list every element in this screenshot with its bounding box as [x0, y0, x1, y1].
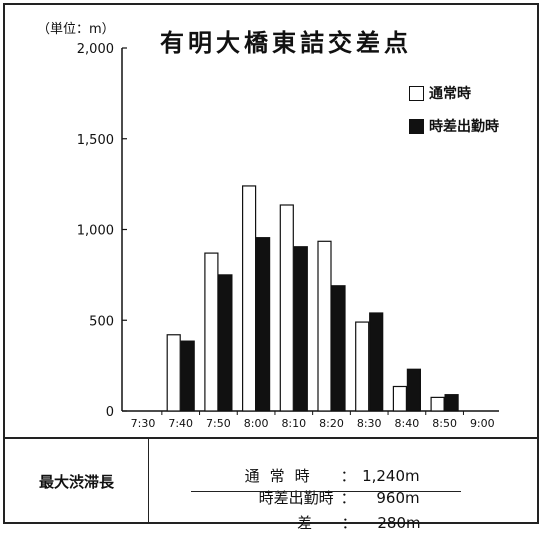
summary-row-difference: 差 ： 280m [243, 494, 421, 551]
summary-row-sep: ： [340, 489, 356, 507]
summary-row-staggered: 時差出勤時 ： 960m [230, 469, 420, 526]
x-tick-label: 8:50 [432, 417, 457, 430]
y-tick-label: 1,000 [77, 224, 114, 239]
x-tick-label: 8:00 [244, 417, 269, 430]
x-tick-label: 8:20 [319, 417, 344, 430]
chart-title: 有明大橋東詰交差点 [160, 29, 412, 57]
bar-staggered [406, 368, 421, 412]
bar-normal [204, 252, 219, 412]
bar-normal [279, 204, 294, 412]
summary-row-value: 960m [376, 489, 420, 507]
x-tick-label: 8:40 [395, 417, 420, 430]
bar-normal [392, 385, 407, 412]
bar-staggered [444, 394, 459, 412]
legend-label-staggered: 時差出勤時 [429, 119, 499, 135]
legend-item-normal: 通常時 [409, 83, 471, 103]
legend-swatch-normal [409, 85, 424, 101]
summary-table: 最大渋滞長 通常時 ： 1,240m 時差出勤時 ： 960m 差 ： 280m [5, 437, 537, 532]
bar-normal [430, 396, 445, 412]
x-tick-label: 7:40 [168, 417, 193, 430]
y-tick-label: 2,000 [77, 42, 114, 57]
summary-row-normal: 通常時 ： 1,240m [216, 447, 420, 504]
summary-divider [191, 491, 461, 492]
summary-row-value: 1,240m [362, 467, 420, 485]
summary-row-label: 時差出勤時 [258, 489, 334, 507]
unit-label: （単位：m） [37, 22, 115, 37]
x-tick-label: 7:50 [206, 417, 231, 430]
bar-normal [242, 185, 257, 412]
bar-normal [166, 334, 181, 412]
x-tick-label: 8:10 [281, 417, 306, 430]
bar-staggered [331, 285, 346, 412]
chart-area: （単位：m） 有明大橋東詰交差点 通常時 時差出勤時 0 500 1,000 1,50… [5, 5, 537, 437]
bar-staggered [369, 312, 384, 412]
bar-staggered [293, 246, 308, 412]
figure-frame: （単位：m） 有明大橋東詰交差点 通常時 時差出勤時 0 500 1,000 1,50… [3, 3, 539, 532]
x-tick-label: 8:30 [357, 417, 382, 430]
summary-row-label: 差 [297, 514, 313, 532]
bar-staggered [256, 237, 271, 412]
summary-row-sep: ： [340, 467, 356, 485]
bar-staggered [218, 274, 233, 412]
summary-row-sep: ： [341, 514, 357, 532]
y-tick-label: 1,500 [77, 133, 114, 148]
x-tick-label: 7:30 [131, 417, 156, 430]
bar-normal [355, 321, 370, 412]
summary-row-label: 通常時 [244, 467, 320, 485]
y-tick-label: 0 [106, 405, 114, 420]
legend-item-staggered: 時差出勤時 [409, 116, 499, 136]
summary-row-value: 280m [377, 514, 421, 532]
summary-label: 最大渋滞長 [5, 439, 149, 524]
bar-normal [317, 240, 332, 412]
x-tick-label: 9:00 [470, 417, 495, 430]
legend-swatch-staggered [409, 118, 424, 134]
legend-label-normal: 通常時 [429, 86, 471, 102]
y-tick-label: 500 [89, 314, 114, 329]
bar-staggered [180, 340, 195, 412]
bar-chart: 0 500 1,000 1,500 2,000 7:30 7:40 7:50 8:00 8:10 8… [77, 42, 499, 430]
